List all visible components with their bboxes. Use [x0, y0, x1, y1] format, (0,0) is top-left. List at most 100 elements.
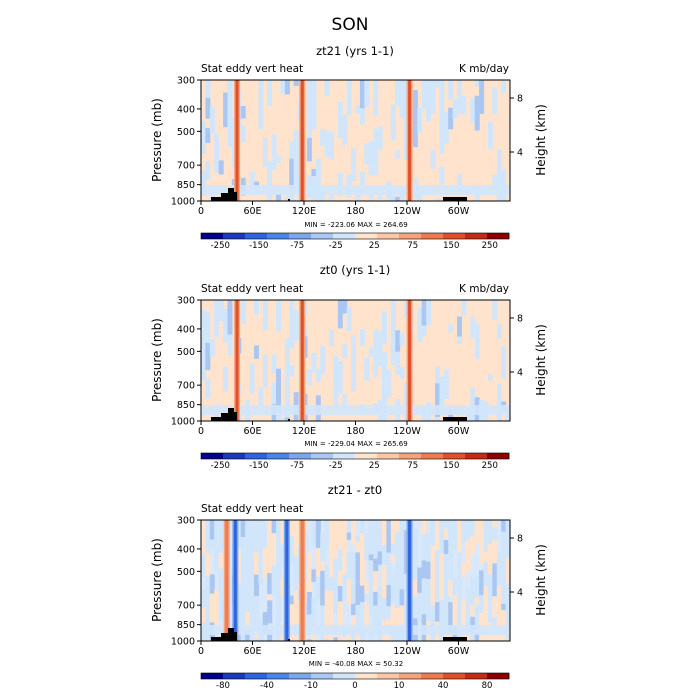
field-cell — [470, 616, 476, 631]
field-cell — [373, 95, 379, 108]
field-cell — [346, 520, 352, 533]
field-cell — [254, 552, 259, 575]
field-cell — [329, 329, 334, 346]
field-cell — [452, 578, 458, 596]
field-cell — [399, 544, 405, 566]
y-tick-label: 1000 — [171, 197, 195, 208]
field-cell — [461, 611, 467, 637]
topography-africa — [211, 408, 237, 421]
plot-area: 300 400 500 700 850 1000 8 4 0 60E 120E 180 120W 60W — [171, 76, 523, 218]
field-cell — [377, 193, 383, 200]
colorbar-frame — [200, 232, 510, 240]
field-cell — [435, 550, 440, 559]
field-cell — [505, 606, 511, 640]
colorbar-label: 0 — [352, 681, 357, 691]
field-cell — [271, 565, 277, 596]
field-cell — [364, 80, 370, 108]
field-cell — [448, 324, 454, 333]
colorbar: -80 -40 -10 0 10 40 80 — [200, 672, 510, 691]
field-cell — [254, 595, 259, 613]
field-cell — [315, 369, 321, 383]
field-cell — [209, 107, 215, 116]
field-cell — [351, 148, 357, 182]
field-cell — [382, 520, 387, 546]
y-right-tick-label: 4 — [517, 148, 523, 159]
field-cell — [355, 535, 361, 542]
field-cell — [276, 412, 281, 421]
surface-band — [201, 625, 510, 635]
field-cell — [359, 108, 365, 125]
colorbar-swatch — [465, 233, 488, 239]
colorbar-swatch — [355, 233, 378, 239]
field-cell — [426, 80, 432, 104]
field-cell — [399, 80, 405, 94]
field-cell — [324, 590, 330, 599]
field-cell — [483, 561, 489, 587]
field-cell — [324, 520, 330, 550]
field-cell — [227, 548, 233, 556]
field-cell — [201, 589, 206, 608]
y-tick-label: 700 — [177, 601, 195, 612]
field-cell — [306, 592, 312, 615]
colorbar-label: -75 — [290, 241, 304, 251]
field-cell — [479, 80, 485, 114]
field-cell — [501, 80, 507, 94]
y-axis-label: Pressure (mb) — [150, 98, 164, 182]
field-cell — [368, 633, 374, 641]
field-cell — [236, 604, 242, 626]
field-cell — [435, 366, 440, 384]
field-cell — [395, 351, 401, 375]
y-tick-label: 300 — [177, 76, 195, 87]
field-cell — [479, 520, 485, 555]
positive-core — [300, 520, 304, 641]
field-cell — [465, 540, 471, 572]
field-cell — [373, 342, 379, 377]
field-cell — [479, 595, 485, 613]
field-cell — [289, 604, 295, 641]
field-cell — [505, 199, 511, 201]
field-cell — [359, 602, 365, 626]
field-cell — [443, 111, 449, 144]
field-cell — [324, 639, 330, 641]
field-cell — [505, 577, 511, 585]
field-cell — [377, 331, 383, 367]
colorbar-label: 75 — [407, 461, 418, 471]
min-max-stats: MIN = -223.06 MAX = 264.69 — [304, 221, 407, 229]
field-cell — [311, 597, 317, 626]
y-tick-label: 1000 — [171, 417, 195, 428]
field-cell — [492, 596, 498, 618]
field-cell — [439, 95, 445, 119]
field-cell — [457, 336, 462, 344]
x-tick-label: 180 — [346, 646, 364, 657]
field-cell — [412, 596, 418, 619]
field-cell — [205, 520, 211, 553]
colorbar-label: -40 — [260, 681, 274, 691]
field-cell — [289, 140, 295, 159]
field-cell — [435, 558, 440, 592]
field-cell — [386, 606, 392, 619]
field-cell — [293, 169, 299, 188]
colorbar-label: 25 — [369, 241, 380, 251]
field-cell — [258, 387, 264, 406]
field-cell — [218, 300, 224, 322]
field-cell — [276, 554, 281, 587]
field-cell — [501, 610, 507, 640]
field-cell — [470, 605, 476, 617]
field-cell — [205, 80, 211, 98]
field-cell — [240, 569, 246, 600]
field-cell — [399, 333, 405, 346]
field-cell — [368, 520, 374, 555]
field-cell — [293, 541, 299, 557]
field-cell — [457, 585, 462, 619]
plot-area: 300 400 500 700 850 1000 8 4 0 60E 120E 180 120W 60W — [171, 296, 523, 438]
field-cell — [355, 630, 361, 641]
field-cell — [373, 329, 379, 343]
field-cell — [373, 107, 379, 117]
field-cell — [276, 193, 281, 201]
field-cell — [390, 543, 396, 555]
field-cell — [293, 590, 299, 625]
field-cell — [395, 398, 401, 411]
x-tick-label: 60E — [243, 426, 261, 437]
field-cell — [461, 599, 467, 612]
field-cell — [386, 584, 392, 607]
